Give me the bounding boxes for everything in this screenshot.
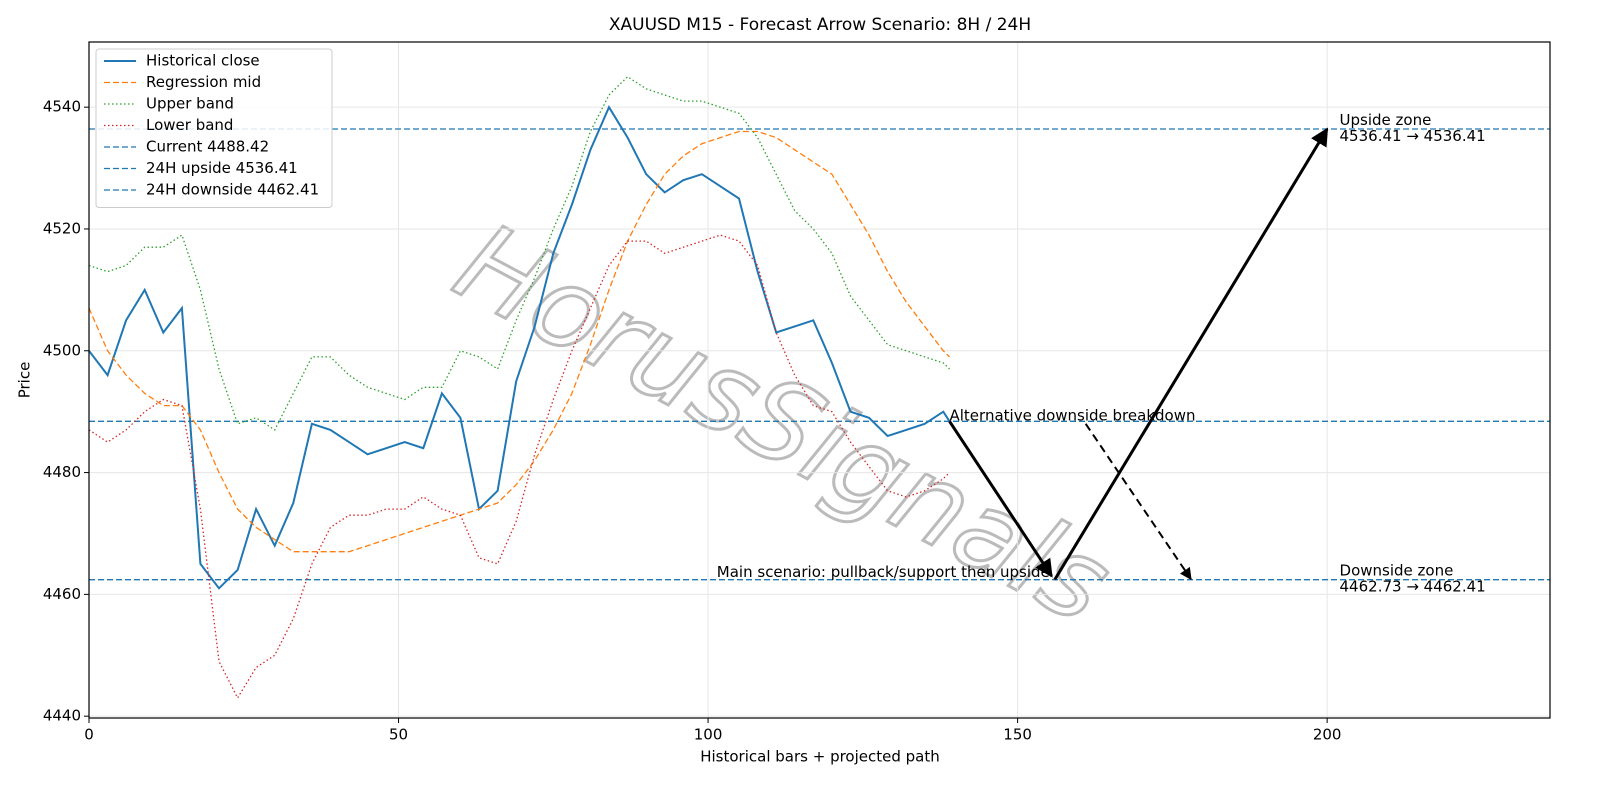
x-tick-label: 50 bbox=[389, 726, 408, 744]
x-axis-label: Historical bars + projected path bbox=[700, 748, 940, 766]
x-tick-label: 0 bbox=[84, 726, 94, 744]
y-tick-label: 4460 bbox=[43, 585, 81, 603]
y-tick-label: 4540 bbox=[43, 98, 81, 116]
series-line bbox=[88, 105, 951, 590]
y-tick-label: 4520 bbox=[43, 219, 81, 237]
x-tick-label: 150 bbox=[1003, 726, 1032, 744]
legend-label: Lower band bbox=[146, 116, 233, 134]
legend: Historical close Regression mid Upper band… bbox=[95, 48, 333, 208]
y-tick-label: 4480 bbox=[43, 463, 81, 481]
forecast-arrow bbox=[948, 420, 1053, 578]
annotation: Alternative downside breakdown bbox=[950, 406, 1196, 424]
series-line bbox=[88, 130, 950, 553]
series-line bbox=[88, 75, 950, 431]
legend-label: Current 4488.42 bbox=[146, 138, 269, 156]
chart-title: XAUUSD M15 - Forecast Arrow Scenario: 8H… bbox=[609, 15, 1031, 35]
annotation: Upside zone bbox=[1340, 111, 1432, 129]
legend-label: 24H upside 4536.41 bbox=[146, 159, 298, 177]
legend-label: Historical close bbox=[146, 52, 260, 70]
annotation: 4536.41 → 4536.41 bbox=[1340, 127, 1486, 145]
legend-label: 24H downside 4462.41 bbox=[146, 181, 319, 199]
legend-label: Upper band bbox=[146, 95, 234, 113]
x-tick-label: 200 bbox=[1313, 726, 1342, 744]
y-axis-label: Price bbox=[16, 362, 34, 399]
annotation: Downside zone bbox=[1340, 562, 1454, 580]
plot-frame bbox=[88, 41, 1551, 719]
annotation: Main scenario: pullback/support then ups… bbox=[717, 563, 1050, 581]
y-tick-label: 4440 bbox=[43, 707, 81, 725]
x-tick-label: 100 bbox=[694, 726, 723, 744]
y-tick-label: 4500 bbox=[43, 341, 81, 359]
forecast-arrow bbox=[1084, 423, 1192, 581]
forecast-arrow bbox=[1053, 127, 1329, 581]
annotation: 4462.73 → 4462.41 bbox=[1340, 578, 1486, 596]
legend-label: Regression mid bbox=[146, 73, 261, 91]
legend-box bbox=[95, 48, 333, 208]
series-line bbox=[88, 234, 950, 700]
